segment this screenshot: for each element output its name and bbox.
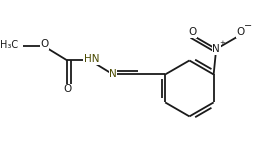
Text: +: +	[219, 41, 225, 47]
Text: O: O	[236, 27, 244, 37]
Text: HN: HN	[84, 54, 99, 64]
Text: N: N	[212, 44, 220, 54]
Text: N: N	[109, 69, 117, 79]
Text: O: O	[63, 84, 72, 94]
Text: −: −	[244, 21, 253, 31]
Text: O: O	[40, 39, 48, 49]
Text: O: O	[188, 27, 196, 37]
Text: H₃C: H₃C	[0, 40, 18, 50]
